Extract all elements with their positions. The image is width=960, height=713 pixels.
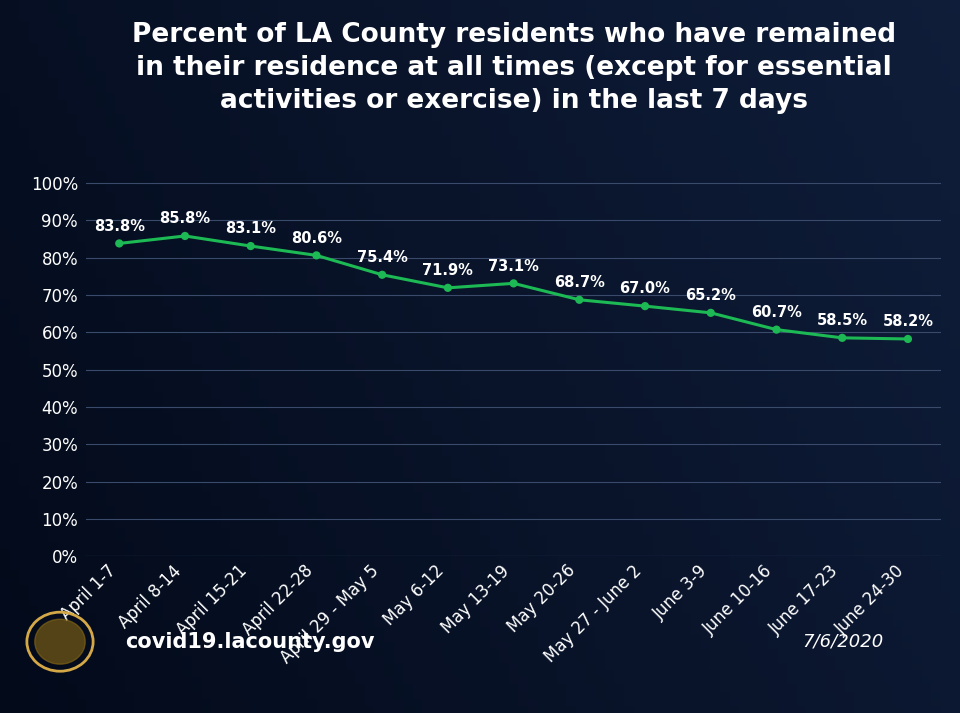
Text: 60.7%: 60.7% <box>751 305 802 320</box>
Point <box>506 277 521 289</box>
Text: covid19.lacounty.gov: covid19.lacounty.gov <box>125 632 374 652</box>
Text: 75.4%: 75.4% <box>357 250 408 265</box>
Point <box>637 300 653 312</box>
Text: 71.9%: 71.9% <box>422 263 473 278</box>
Point <box>111 237 127 249</box>
Text: 68.7%: 68.7% <box>554 275 605 290</box>
Text: 58.2%: 58.2% <box>882 314 933 329</box>
Point <box>178 230 193 242</box>
Text: 67.0%: 67.0% <box>619 282 670 297</box>
Point <box>900 333 916 344</box>
Point <box>769 324 784 335</box>
Text: 73.1%: 73.1% <box>489 259 539 274</box>
Point <box>309 250 324 261</box>
Point <box>571 294 587 305</box>
Circle shape <box>35 619 85 665</box>
Text: 80.6%: 80.6% <box>291 230 342 246</box>
Text: 65.2%: 65.2% <box>685 288 736 303</box>
Point <box>441 282 456 294</box>
Point <box>374 269 390 280</box>
Text: 83.1%: 83.1% <box>226 221 276 236</box>
Point <box>834 332 850 344</box>
Point <box>703 307 718 319</box>
Point <box>243 240 258 252</box>
Text: 83.8%: 83.8% <box>94 219 145 234</box>
Text: 58.5%: 58.5% <box>817 313 868 328</box>
Text: 7/6/2020: 7/6/2020 <box>802 632 883 651</box>
Text: 85.8%: 85.8% <box>159 211 210 226</box>
Text: Percent of LA County residents who have remained
in their residence at all times: Percent of LA County residents who have … <box>132 21 896 114</box>
